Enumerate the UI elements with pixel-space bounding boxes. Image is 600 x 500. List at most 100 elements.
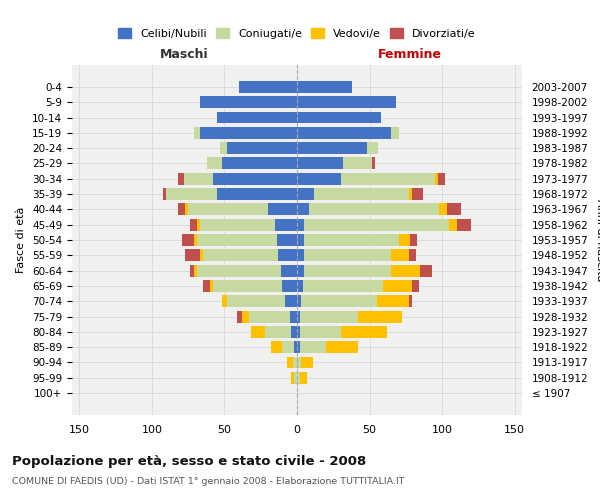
- Bar: [300, 372, 307, 384]
- Bar: [194, 234, 197, 246]
- Bar: [265, 326, 291, 338]
- Bar: [438, 173, 445, 184]
- Bar: [221, 296, 227, 307]
- Bar: [194, 264, 197, 276]
- Bar: [278, 250, 297, 262]
- Bar: [410, 234, 418, 246]
- Text: Popolazione per età, sesso e stato civile - 2008: Popolazione per età, sesso e stato civil…: [12, 455, 366, 468]
- Bar: [297, 158, 343, 170]
- Bar: [297, 188, 314, 200]
- Bar: [297, 326, 300, 338]
- Bar: [275, 218, 297, 230]
- Bar: [207, 158, 221, 170]
- Bar: [391, 264, 421, 276]
- Bar: [249, 310, 290, 322]
- Bar: [439, 204, 446, 216]
- Bar: [409, 188, 412, 200]
- Y-axis label: Anni di nascita: Anni di nascita: [595, 198, 600, 281]
- Bar: [194, 127, 200, 139]
- Bar: [308, 204, 439, 216]
- Bar: [409, 296, 412, 307]
- Bar: [203, 250, 278, 262]
- Bar: [297, 296, 301, 307]
- Bar: [185, 204, 188, 216]
- Bar: [197, 218, 200, 230]
- Bar: [297, 264, 304, 276]
- Bar: [293, 356, 297, 368]
- Bar: [217, 188, 297, 200]
- Bar: [203, 280, 210, 292]
- Text: Maschi: Maschi: [160, 48, 209, 62]
- Bar: [435, 173, 438, 184]
- Bar: [291, 372, 294, 384]
- Bar: [377, 296, 409, 307]
- Bar: [300, 326, 341, 338]
- Bar: [294, 372, 297, 384]
- Bar: [391, 250, 409, 262]
- Bar: [220, 142, 227, 154]
- Bar: [190, 264, 194, 276]
- Bar: [242, 310, 249, 322]
- Bar: [297, 372, 300, 384]
- Bar: [200, 218, 275, 230]
- Bar: [343, 158, 373, 170]
- Bar: [421, 264, 432, 276]
- Bar: [297, 204, 308, 216]
- Bar: [314, 188, 409, 200]
- Text: Femmine: Femmine: [377, 48, 442, 62]
- Bar: [297, 142, 367, 154]
- Bar: [277, 234, 297, 246]
- Bar: [297, 250, 304, 262]
- Bar: [188, 204, 268, 216]
- Bar: [184, 173, 213, 184]
- Bar: [297, 112, 381, 124]
- Bar: [251, 326, 265, 338]
- Bar: [200, 96, 297, 108]
- Bar: [271, 341, 283, 353]
- Bar: [197, 264, 281, 276]
- Y-axis label: Fasce di età: Fasce di età: [16, 207, 26, 273]
- Bar: [217, 112, 297, 124]
- Bar: [200, 250, 203, 262]
- Bar: [182, 234, 194, 246]
- Bar: [304, 264, 391, 276]
- Bar: [297, 127, 391, 139]
- Bar: [358, 310, 401, 322]
- Bar: [294, 341, 297, 353]
- Bar: [227, 142, 297, 154]
- Bar: [286, 296, 297, 307]
- Bar: [283, 280, 297, 292]
- Bar: [283, 341, 294, 353]
- Bar: [178, 173, 184, 184]
- Bar: [185, 250, 200, 262]
- Bar: [304, 218, 449, 230]
- Bar: [304, 234, 398, 246]
- Bar: [291, 326, 297, 338]
- Bar: [449, 218, 457, 230]
- Bar: [281, 264, 297, 276]
- Bar: [200, 127, 297, 139]
- Bar: [210, 280, 213, 292]
- Bar: [341, 173, 435, 184]
- Bar: [412, 280, 419, 292]
- Text: COMUNE DI FAEDIS (UD) - Dati ISTAT 1° gennaio 2008 - Elaborazione TUTTITALIA.IT: COMUNE DI FAEDIS (UD) - Dati ISTAT 1° ge…: [12, 478, 404, 486]
- Bar: [373, 158, 376, 170]
- Bar: [166, 188, 217, 200]
- Bar: [190, 218, 197, 230]
- Bar: [197, 234, 277, 246]
- Bar: [300, 310, 358, 322]
- Bar: [297, 310, 300, 322]
- Bar: [398, 234, 410, 246]
- Bar: [300, 341, 326, 353]
- Legend: Celibi/Nubili, Coniugati/e, Vedovi/e, Divorziati/e: Celibi/Nubili, Coniugati/e, Vedovi/e, Di…: [115, 25, 479, 42]
- Bar: [297, 234, 304, 246]
- Bar: [213, 173, 297, 184]
- Bar: [268, 204, 297, 216]
- Bar: [163, 188, 166, 200]
- Bar: [178, 204, 185, 216]
- Bar: [297, 173, 341, 184]
- Bar: [297, 218, 304, 230]
- Bar: [297, 96, 396, 108]
- Bar: [367, 142, 378, 154]
- Bar: [303, 280, 383, 292]
